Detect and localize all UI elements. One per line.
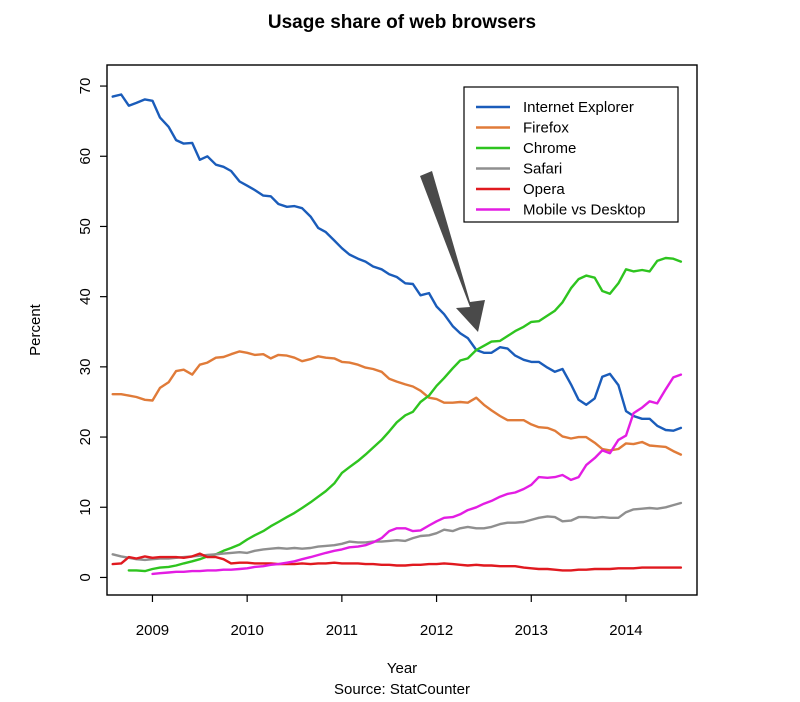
x-tick-label: 2014 <box>609 622 642 639</box>
series-lines <box>111 93 683 576</box>
plot-frame <box>106 64 698 596</box>
series-line-firefox <box>111 350 683 456</box>
series-line-safari <box>111 501 683 562</box>
chart-title: Usage share of web browsers <box>268 12 536 33</box>
legend-label: Firefox <box>523 120 569 137</box>
legend-label: Opera <box>523 181 565 198</box>
x-tick-label: 2012 <box>420 622 453 639</box>
legend: Internet Explorer Firefox Chrome Safari Oper… <box>463 86 679 223</box>
y-tick-label: 50 <box>77 218 94 235</box>
x-axis: 2009 2010 2011 2012 2013 2014 <box>136 595 643 639</box>
x-tick-label: 2011 <box>326 622 358 639</box>
y-axis: 0 10 20 30 40 50 60 70 <box>77 78 107 582</box>
legend-label: Chrome <box>523 140 576 157</box>
series-line-mobile-vs-desktop <box>151 373 683 576</box>
x-tick-label: 2013 <box>515 622 548 639</box>
y-tick-label: 40 <box>77 288 94 305</box>
legend-label: Internet Explorer <box>523 99 634 116</box>
legend-box <box>463 86 679 223</box>
legend-label: Mobile vs Desktop <box>523 202 646 219</box>
series-line-opera <box>111 552 683 572</box>
y-tick-label: 70 <box>77 78 94 95</box>
y-tick-label: 60 <box>77 148 94 165</box>
series-line-internet-explorer <box>111 93 683 432</box>
series-line-chrome <box>127 256 683 573</box>
y-axis-label: Percent <box>27 303 44 356</box>
legend-label: Safari <box>523 161 562 178</box>
y-tick-label: 0 <box>77 573 94 581</box>
x-tick-label: 2009 <box>136 622 169 639</box>
y-tick-label: 20 <box>77 429 94 446</box>
y-tick-label: 30 <box>77 359 94 376</box>
x-axis-label: Year <box>387 660 417 677</box>
y-tick-label: 10 <box>77 499 94 516</box>
annotation-arrow <box>420 171 485 332</box>
x-tick-label: 2010 <box>230 622 263 639</box>
source-caption: Source: StatCounter <box>334 681 470 698</box>
